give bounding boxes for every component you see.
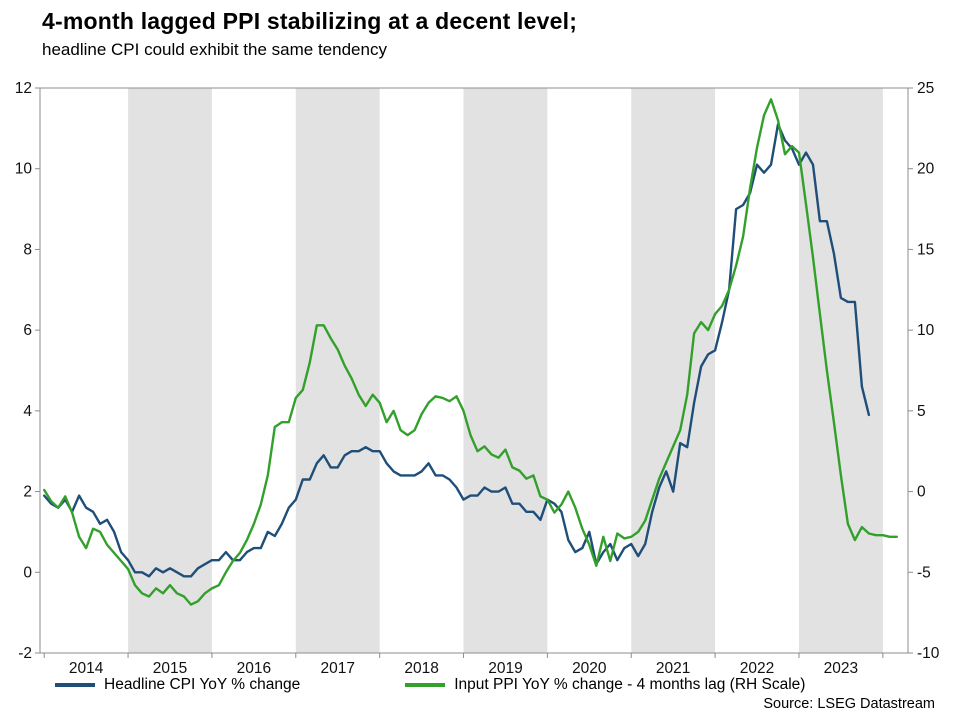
svg-text:2019: 2019 xyxy=(488,660,522,677)
svg-text:20: 20 xyxy=(917,161,935,178)
ppi-line-swatch xyxy=(405,683,446,687)
right-axis: -10 -5 0 5 10 15 20 25 xyxy=(908,80,940,662)
svg-text:2017: 2017 xyxy=(320,660,354,677)
chart-title: 4-month lagged PPI stabilizing at a dece… xyxy=(42,8,578,34)
chart-legend: Headline CPI YoY % change Input PPI YoY … xyxy=(55,676,805,694)
svg-text:2022: 2022 xyxy=(740,660,774,677)
left-axis: -2 0 2 4 6 8 10 12 xyxy=(15,80,40,662)
svg-text:2021: 2021 xyxy=(656,660,690,677)
svg-text:10: 10 xyxy=(15,161,33,178)
svg-text:12: 12 xyxy=(15,80,32,97)
svg-text:25: 25 xyxy=(917,80,934,97)
svg-text:2014: 2014 xyxy=(69,660,104,677)
svg-text:4: 4 xyxy=(23,403,32,420)
svg-text:0: 0 xyxy=(23,564,32,581)
cpi-line-swatch xyxy=(55,683,95,687)
svg-text:-5: -5 xyxy=(917,564,931,581)
svg-text:10: 10 xyxy=(917,322,935,339)
source-credit: Source: LSEG Datastream xyxy=(763,696,935,712)
legend-item-ppi: Input PPI YoY % change - 4 months lag (R… xyxy=(405,676,805,694)
plot-border xyxy=(39,87,909,654)
cpi-line xyxy=(43,123,871,578)
svg-text:5: 5 xyxy=(917,403,926,420)
svg-text:15: 15 xyxy=(917,241,934,258)
svg-text:2: 2 xyxy=(23,484,32,501)
svg-text:2020: 2020 xyxy=(572,660,607,677)
legend-label-cpi: Headline CPI YoY % change xyxy=(104,676,301,693)
legend-label-ppi: Input PPI YoY % change - 4 months lag (R… xyxy=(454,676,806,693)
chart-subtitle: headline CPI could exhibit the same tend… xyxy=(42,40,387,59)
svg-text:8: 8 xyxy=(23,241,32,258)
year-shading-bands xyxy=(128,88,883,653)
ppi-line xyxy=(43,98,898,606)
svg-text:2023: 2023 xyxy=(824,660,858,677)
svg-text:-10: -10 xyxy=(917,645,940,662)
svg-text:2016: 2016 xyxy=(237,660,271,677)
svg-text:0: 0 xyxy=(917,484,926,501)
svg-text:2018: 2018 xyxy=(404,660,438,677)
svg-text:2015: 2015 xyxy=(153,660,187,677)
x-axis: 2014 2015 2016 2017 2018 2019 2020 2021 2022 2023 xyxy=(43,653,884,677)
svg-text:6: 6 xyxy=(23,322,32,339)
svg-text:-2: -2 xyxy=(18,645,32,662)
legend-item-cpi: Headline CPI YoY % change xyxy=(55,676,300,694)
